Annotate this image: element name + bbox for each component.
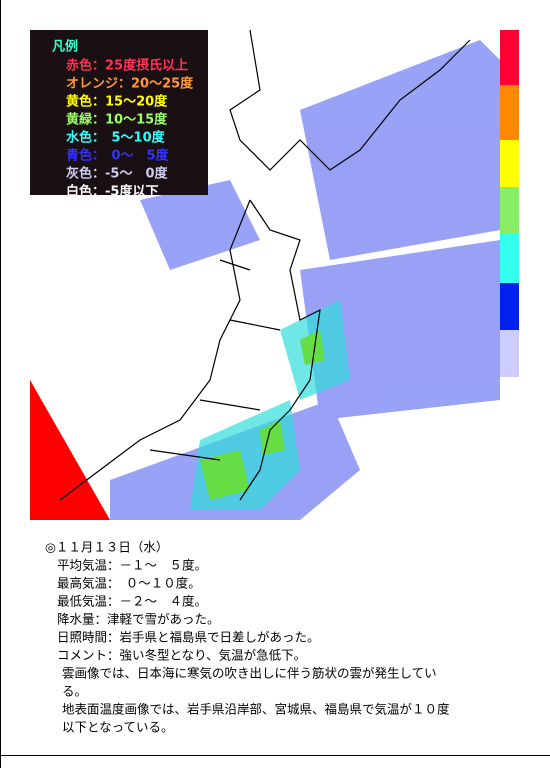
report-paragraph: る。 xyxy=(62,684,87,699)
legend-item: オレンジ：20～25度 xyxy=(66,76,194,92)
legend-item: 灰色：-5～ 0度 xyxy=(66,166,168,182)
legend-item: 水色： 5～10度 xyxy=(66,130,166,146)
color-swatch xyxy=(500,187,519,233)
color-swatch xyxy=(500,283,519,330)
report: ◎１１月１３日（水） 平均気温：－１～ ５度。最高気温： ０～１０度。最低気温：… xyxy=(45,540,450,735)
color-swatch xyxy=(500,140,519,187)
warm-land xyxy=(200,330,325,500)
legend-item: 白色：-5度以下 xyxy=(66,184,158,200)
report-paragraph: 雲画像では、日本海に寒気の吹き出しに伴う筋状の雲が発生してい xyxy=(62,666,437,681)
report-paragraph: 地表面温度画像では、岩手県沿岸部、宮城県、福島県で気温が１０度 xyxy=(62,702,450,717)
report-date: ◎１１月１３日（水） xyxy=(45,540,168,555)
legend-box xyxy=(30,30,208,195)
report-line: 最低気温：－２～ ４度。 xyxy=(57,594,207,609)
legend-item: 黄色：15～20度 xyxy=(66,94,168,110)
color-swatch xyxy=(500,330,519,377)
report-line: 最高気温： ０～１０度。 xyxy=(57,576,201,591)
report-line: 降水量：津軽で雪があった。 xyxy=(57,612,220,627)
legend: 凡例 赤色：25度摂氏以上オレンジ：20～25度黄色：15～20度黄緑：10～1… xyxy=(30,30,208,200)
legend-item: 青色： 0～ 5度 xyxy=(66,148,170,164)
color-bar xyxy=(500,30,519,377)
report-line: 日照時間：岩手県と福島県で日差しがあった。 xyxy=(57,630,320,645)
legend-item: 赤色：25度摂氏以上 xyxy=(66,58,188,74)
report-line: 平均気温：－１～ ５度。 xyxy=(57,558,207,573)
hot-area xyxy=(30,380,110,520)
coastline xyxy=(59,29,471,501)
report-line: コメント：強い冬型となり、気温が急低下。 xyxy=(57,648,306,663)
legend-title: 凡例 xyxy=(52,39,78,55)
color-swatch xyxy=(500,85,519,140)
color-swatch xyxy=(500,30,519,85)
legend-item: 黄緑：10～15度 xyxy=(66,112,168,128)
report-paragraph: 以下となっている。 xyxy=(62,720,174,735)
color-swatch xyxy=(500,233,519,283)
